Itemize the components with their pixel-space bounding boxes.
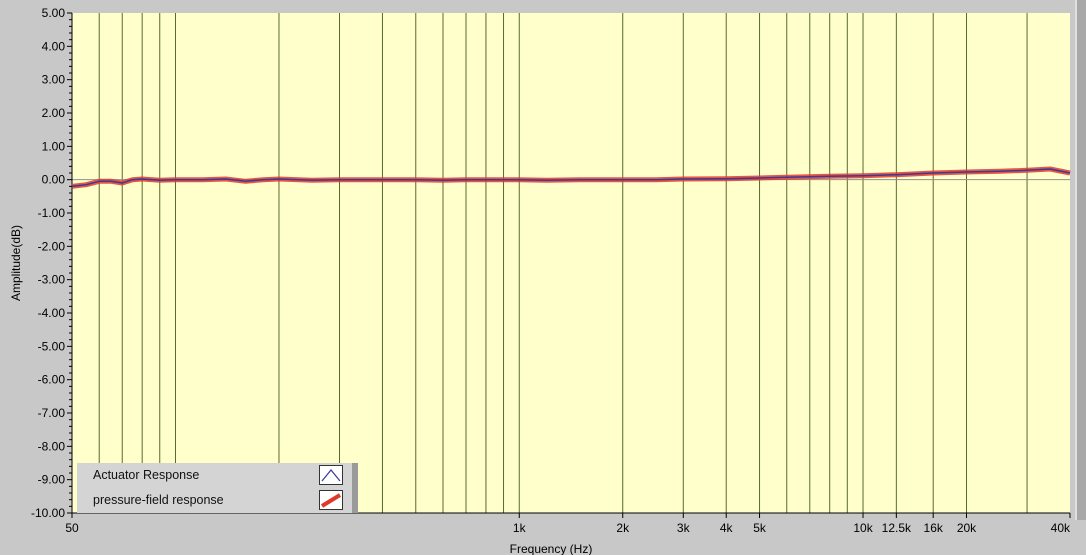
plot-area (72, 13, 1070, 513)
legend-label-pressure: pressure-field response (93, 493, 224, 507)
x-axis-label: Frequency (Hz) (510, 542, 593, 555)
y-tick-label: -7.00 (38, 406, 66, 420)
legend-swatch-actuator[interactable] (319, 465, 343, 485)
triangle-line-icon (321, 469, 341, 482)
y-tick-label: -2.00 (38, 239, 66, 253)
y-tick-label: 3.00 (42, 73, 66, 87)
series-line-actuator (71, 168, 1071, 188)
y-tick-label: -3.00 (38, 273, 66, 287)
x-tick-label: 12.5k (882, 521, 912, 535)
x-tick-label: 4k (720, 521, 734, 535)
x-tick-label: 20k (957, 521, 977, 535)
y-tick-label: 1.00 (42, 139, 66, 153)
y-tick-label: -4.00 (38, 306, 66, 320)
legend-swatch-pressure[interactable] (319, 490, 343, 510)
x-tick-label: 50 (65, 521, 79, 535)
y-tick-label: 4.00 (42, 39, 66, 53)
legend-label-actuator: Actuator Response (93, 468, 200, 482)
y-tick-label: 0.00 (42, 173, 66, 187)
y-tick-label: 2.00 (42, 106, 66, 120)
y-tick-label: -1.00 (38, 206, 66, 220)
x-tick-label: 40k (1051, 521, 1071, 535)
x-tick-label: 10k (853, 521, 873, 535)
y-tick-label: -10.00 (31, 506, 65, 520)
y-tick-label: -6.00 (38, 373, 66, 387)
y-tick-label: -5.00 (38, 339, 66, 353)
scrollbar[interactable] (1075, 0, 1086, 520)
legend: Actuator Response pressure-field respons… (77, 463, 358, 513)
y-tick-label: -8.00 (38, 439, 66, 453)
y-tick-label: 5.00 (42, 6, 66, 20)
x-tick-label: 16k (924, 521, 944, 535)
y-axis-label: Amplitude(dB) (9, 225, 23, 301)
red-line-icon (320, 493, 342, 508)
x-tick-label: 5k (753, 521, 767, 535)
x-tick-label: 1k (513, 521, 527, 535)
x-tick-label: 3k (677, 521, 691, 535)
y-tick-label: -9.00 (38, 473, 66, 487)
x-tick-label: 2k (616, 521, 630, 535)
